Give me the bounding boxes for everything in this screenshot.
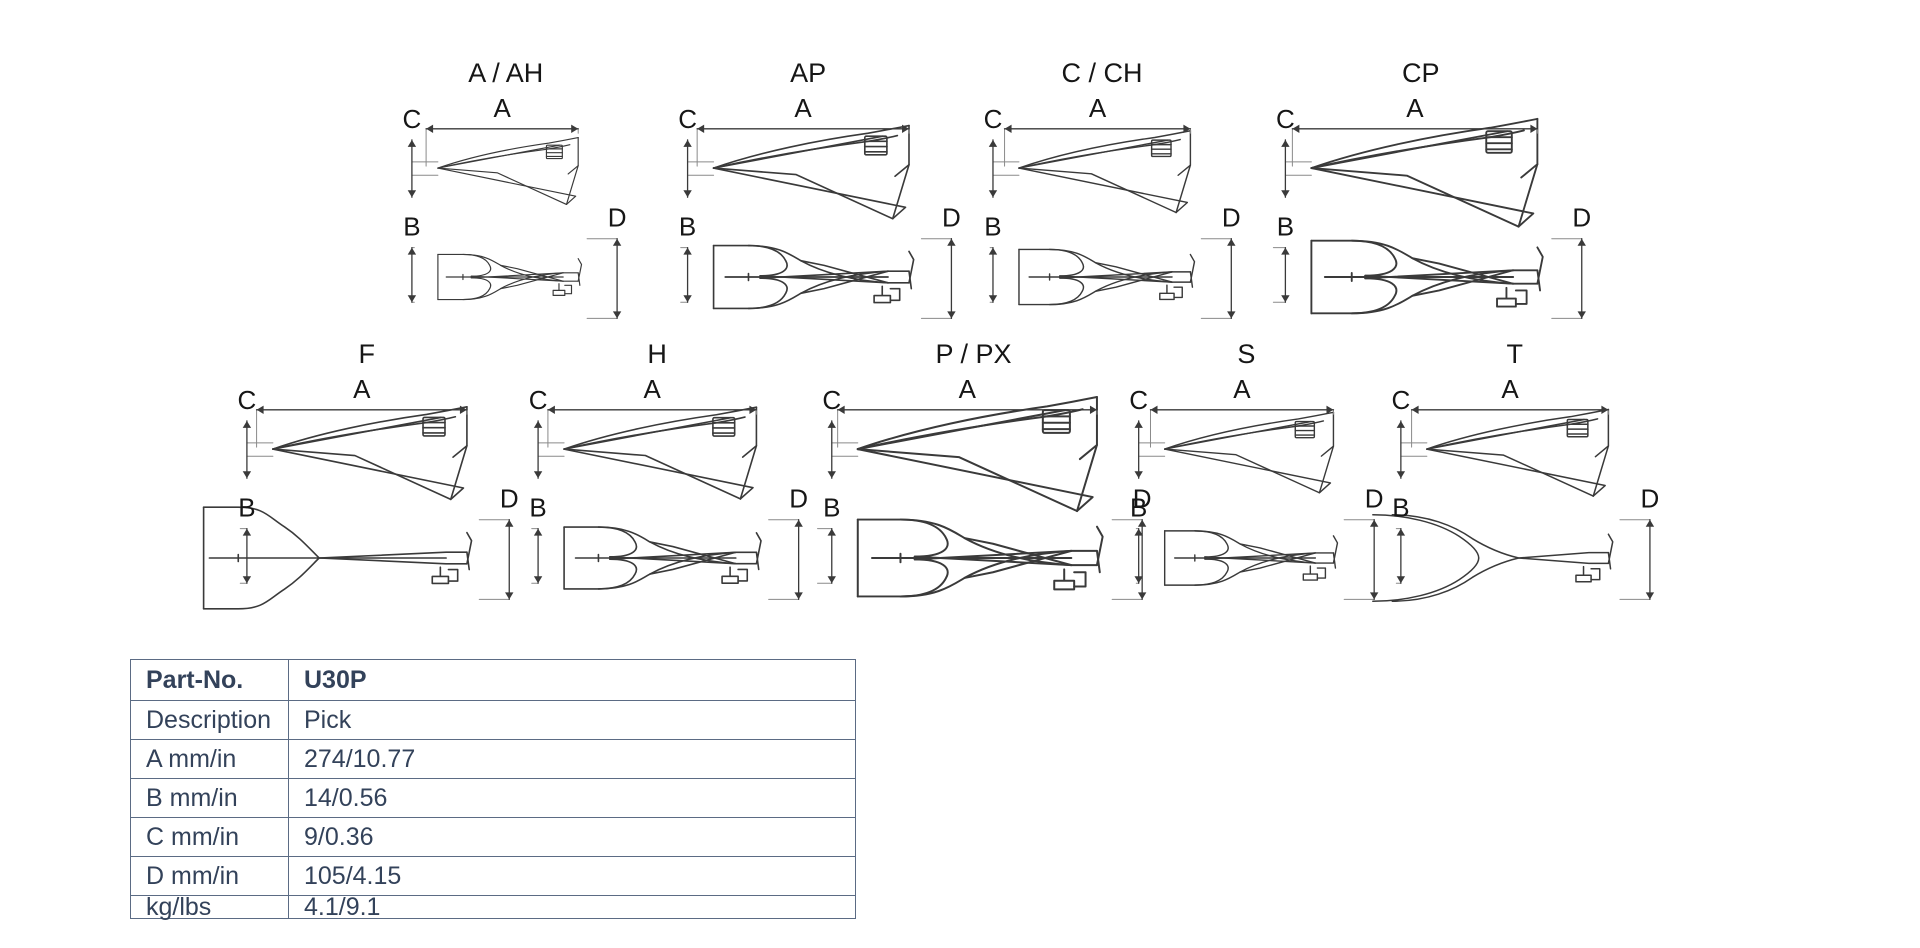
svg-text:A: A	[493, 93, 511, 123]
svg-text:C: C	[678, 104, 697, 134]
svg-text:D: D	[1222, 203, 1241, 233]
svg-text:C: C	[238, 385, 257, 415]
svg-text:A: A	[794, 93, 812, 123]
svg-text:A: A	[1089, 93, 1107, 123]
svg-text:D: D	[1572, 203, 1591, 233]
svg-text:C: C	[1391, 385, 1410, 415]
svg-text:C: C	[529, 385, 548, 415]
svg-text:B: B	[403, 212, 420, 242]
svg-text:B: B	[1130, 493, 1147, 523]
svg-text:D: D	[500, 484, 519, 514]
svg-text:A: A	[1501, 374, 1519, 404]
svg-text:D: D	[608, 203, 627, 233]
svg-text:A: A	[1406, 93, 1424, 123]
svg-text:C: C	[984, 104, 1003, 134]
svg-text:A: A	[644, 374, 662, 404]
svg-text:B: B	[679, 212, 696, 242]
svg-text:B: B	[984, 212, 1001, 242]
svg-text:A: A	[1233, 374, 1251, 404]
svg-text:D: D	[942, 203, 961, 233]
svg-text:B: B	[823, 493, 840, 523]
svg-text:C: C	[403, 104, 422, 134]
svg-text:A: A	[959, 374, 977, 404]
svg-text:C: C	[1129, 385, 1148, 415]
svg-text:B: B	[238, 493, 255, 523]
svg-text:B: B	[1277, 212, 1294, 242]
svg-text:B: B	[529, 493, 546, 523]
svg-text:A: A	[353, 374, 371, 404]
svg-text:D: D	[1365, 484, 1384, 514]
svg-text:B: B	[1392, 493, 1409, 523]
svg-text:D: D	[1641, 484, 1660, 514]
svg-text:D: D	[789, 484, 808, 514]
